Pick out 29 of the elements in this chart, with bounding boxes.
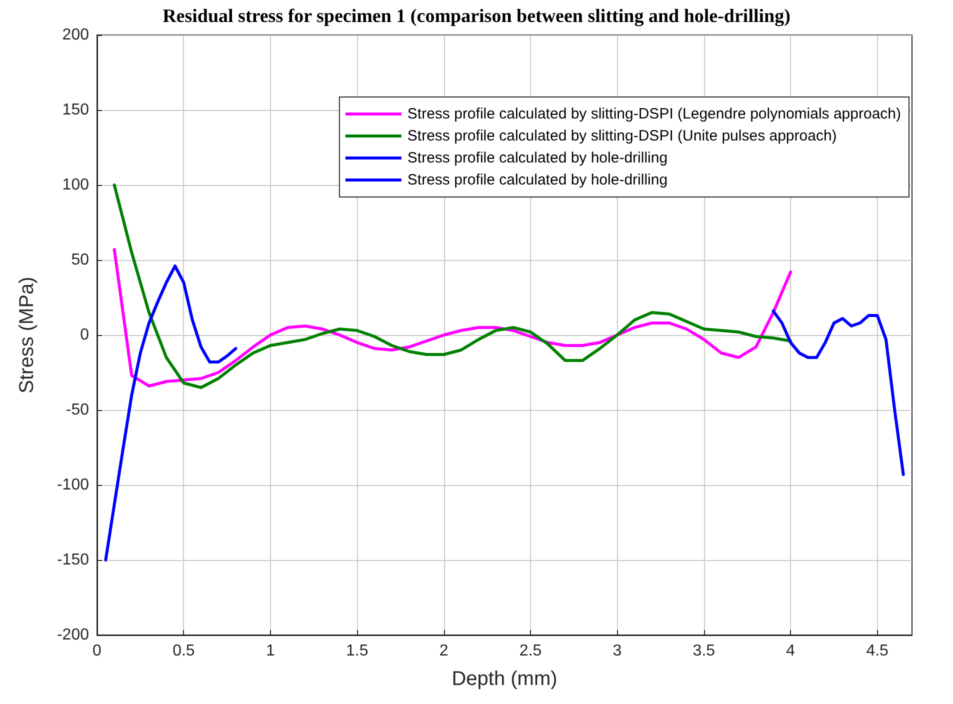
y-tick-label: 0 xyxy=(80,326,90,344)
y-tick-label: -100 xyxy=(56,476,90,494)
y-tick-label: -200 xyxy=(56,626,90,644)
x-tick-label: 4.5 xyxy=(866,642,889,660)
legend-label: Stress profile calculated by hole-drilling xyxy=(407,150,668,166)
legend-label: Stress profile calculated by hole-drilling xyxy=(407,172,668,188)
y-axis-title: Stress (MPa) xyxy=(16,276,38,394)
line-series xyxy=(112,248,792,388)
y-tick-label: 100 xyxy=(62,176,90,194)
x-tick-label: 2.5 xyxy=(519,642,542,660)
x-tick-label: 1 xyxy=(266,642,275,660)
x-tick-label: 2 xyxy=(439,642,448,660)
y-tick-label: 200 xyxy=(62,26,90,44)
x-axis-title: Depth (mm) xyxy=(452,668,558,690)
x-tick-label: 4 xyxy=(786,642,796,660)
line-series xyxy=(772,310,905,476)
y-tick-label: 150 xyxy=(62,102,90,118)
legend-label: Stress profile calculated by slitting-DSPI (Legendre polynomials approach) xyxy=(407,106,902,122)
y-tick-label: -150 xyxy=(56,552,90,568)
x-tick-label: 0.5 xyxy=(172,642,195,660)
x-tick-label: 3.5 xyxy=(692,642,716,660)
y-tick-label: 50 xyxy=(71,252,90,268)
x-tick-label: 0 xyxy=(92,642,102,660)
x-tick-label: 3 xyxy=(612,642,622,660)
y-tick-label: -50 xyxy=(66,402,90,418)
legend-label: Stress profile calculated by slitting-DSPI (Unite pulses approach) xyxy=(407,128,837,144)
x-tick-label: 1.5 xyxy=(346,642,368,660)
line-series xyxy=(104,264,238,562)
chart-title: Residual stress for specimen 1 (comparison between slitting and hole-drilling) xyxy=(162,6,790,27)
